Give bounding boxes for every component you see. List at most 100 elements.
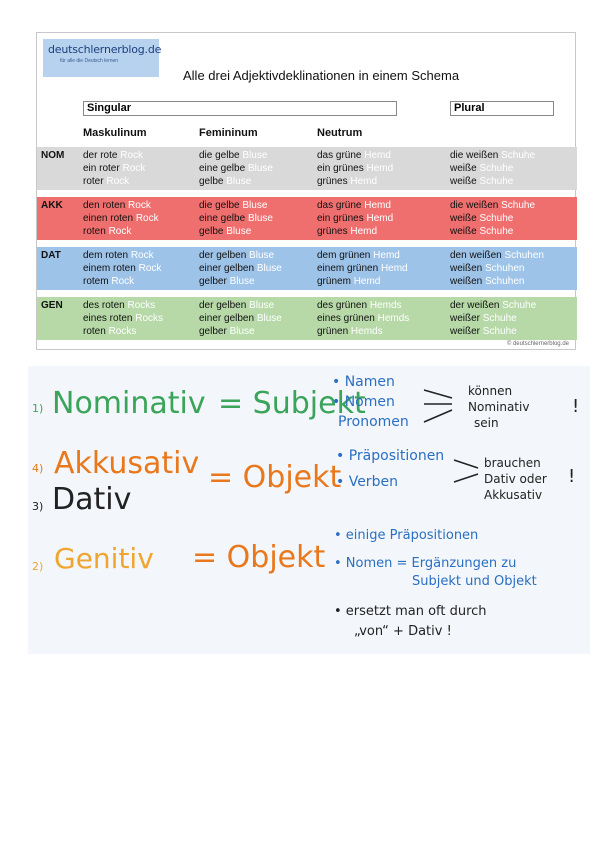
cell-line: das grüne Hemd <box>317 149 393 162</box>
gen-label: Genitiv <box>54 542 154 575</box>
noun: Rock <box>111 276 135 287</box>
noun: Hemd <box>366 163 394 174</box>
cell-line: weißer Schuhe <box>450 325 536 338</box>
article-adjective: rotem <box>83 276 112 287</box>
cell-line: einer gelben Bluse <box>199 312 282 325</box>
row-nom: NOM der rote Rock ein roter Rock roter Rock… <box>37 147 577 190</box>
blog-logo[interactable]: deutschlernerblog.de für alle die Deutsc… <box>43 39 161 77</box>
noun: Hemd <box>364 200 391 211</box>
cell-line: ein grünes Hemd <box>317 212 393 225</box>
row-akk: AKK den roten Rock einen roten Rock roten R… <box>37 197 577 240</box>
nom-note-1: können <box>468 384 513 398</box>
table-cell: der gelben Bluse einer gelben Bluse gelber… <box>199 299 282 338</box>
column-header-femininum: Femininum <box>199 127 258 139</box>
gen-item-ergaenzung: Subjekt und Objekt <box>412 574 537 589</box>
column-header-neutrum: Neutrum <box>317 127 363 139</box>
article-adjective: grünem <box>317 276 354 287</box>
noun: Rock <box>108 226 132 237</box>
article-adjective: dem grünen <box>317 250 374 261</box>
article-adjective: grünes <box>317 176 351 187</box>
gen-item-nomen: • Nomen = Ergänzungen zu <box>334 556 517 571</box>
gen-item-praepositionen: • einige Präpositionen <box>334 528 479 543</box>
logo-tagline: für alle die Deutsch lernen <box>60 58 119 64</box>
article-adjective: weiße <box>450 213 480 224</box>
article-adjective: der weißen <box>450 300 503 311</box>
cell-line: einem grünen Hemd <box>317 262 408 275</box>
cell-line: grünes Hemd <box>317 175 393 188</box>
article-adjective: das grüne <box>317 200 365 211</box>
plural-header: Plural <box>450 101 554 116</box>
nom-equation: = Subjekt <box>218 386 366 421</box>
akk-label: Akkusativ <box>54 446 200 481</box>
row-gen: GEN des roten Rocks eines roten Rocks roten… <box>37 297 577 340</box>
article-adjective: grünen <box>317 326 351 337</box>
noun: Hemd <box>364 150 391 161</box>
article-adjective: weißer <box>450 313 483 324</box>
cell-line: roter Rock <box>83 175 145 188</box>
cell-line: ein roter Rock <box>83 162 145 175</box>
cell-line: gelber Bluse <box>199 275 282 288</box>
akk-note-2: Dativ oder <box>484 472 547 486</box>
cell-line: dem roten Rock <box>83 249 161 262</box>
cell-line: eine gelbe Bluse <box>199 162 273 175</box>
cell-line: eines grünen Hemds <box>317 312 409 325</box>
nom-label: Nominativ <box>52 386 206 421</box>
article-adjective: eine gelbe <box>199 163 248 174</box>
noun: Rocks <box>127 300 156 311</box>
table-cell: des grünen Hemds eines grünen Hemds grünen… <box>317 299 409 338</box>
cell-line: den roten Rock <box>83 199 159 212</box>
nom-number: 1) <box>32 402 44 415</box>
row-dat: DAT dem roten Rock einem roten Rock rotem R… <box>37 247 577 290</box>
cell-line: weiße Schuhe <box>450 212 535 225</box>
noun: Rock <box>138 263 162 274</box>
nom-item-namen: • Namen <box>332 374 395 390</box>
noun: Schuhe <box>482 313 517 324</box>
cell-line: des roten Rocks <box>83 299 163 312</box>
article-adjective: ein grünes <box>317 213 367 224</box>
cell-line: rotem Rock <box>83 275 161 288</box>
article-adjective: weiße <box>450 176 480 187</box>
article-adjective: einen roten <box>83 213 136 224</box>
noun: Bluse <box>247 213 273 224</box>
dat-label: Dativ <box>52 482 132 517</box>
noun: Bluse <box>247 163 273 174</box>
noun: Schuhen <box>504 250 544 261</box>
noun: Bluse <box>242 200 268 211</box>
article-adjective: den weißen <box>450 250 505 261</box>
cell-line: ein grünes Hemd <box>317 162 393 175</box>
cell-line: gelbe Bluse <box>199 225 273 238</box>
cell-line: eine gelbe Bluse <box>199 212 273 225</box>
cell-line: dem grünen Hemd <box>317 249 408 262</box>
cell-line: grünen Hemds <box>317 325 409 338</box>
cell-line: die gelbe Bluse <box>199 149 273 162</box>
cell-line: grünes Hemd <box>317 225 393 238</box>
table-cell: die weißen Schuhe weiße Schuhe weiße Schuh… <box>450 149 535 188</box>
cell-line: weißen Schuhen <box>450 275 544 288</box>
gen-item-ersetzt: • ersetzt man oft durch <box>334 604 487 619</box>
article-adjective: der rote <box>83 150 121 161</box>
noun: Hemds <box>350 326 383 337</box>
noun: Bluse <box>249 300 275 311</box>
singular-header: Singular <box>83 101 397 116</box>
copyright: © deutschlernerblog.de <box>506 341 569 347</box>
dat-number: 3) <box>32 500 44 513</box>
article-adjective: die gelbe <box>199 150 243 161</box>
akk-exclamation: ! <box>568 466 576 487</box>
cell-line: der gelben Bluse <box>199 299 282 312</box>
cell-line: der gelben Bluse <box>199 249 282 262</box>
noun: Hemd <box>373 250 400 261</box>
gen-number: 2) <box>32 560 44 573</box>
noun: Rocks <box>108 326 137 337</box>
noun: Schuhe <box>479 226 514 237</box>
nom-brace-icon <box>423 389 453 423</box>
article-adjective: weiße <box>450 163 480 174</box>
cell-line: weiße Schuhe <box>450 162 535 175</box>
noun: Schuhen <box>485 276 525 287</box>
noun: Rock <box>122 163 146 174</box>
noun: Rock <box>120 150 144 161</box>
akk-number: 4) <box>32 462 44 475</box>
article-adjective: einer gelben <box>199 263 257 274</box>
article-adjective: einem roten <box>83 263 139 274</box>
noun: Bluse <box>242 150 268 161</box>
article-adjective: roten <box>83 326 109 337</box>
